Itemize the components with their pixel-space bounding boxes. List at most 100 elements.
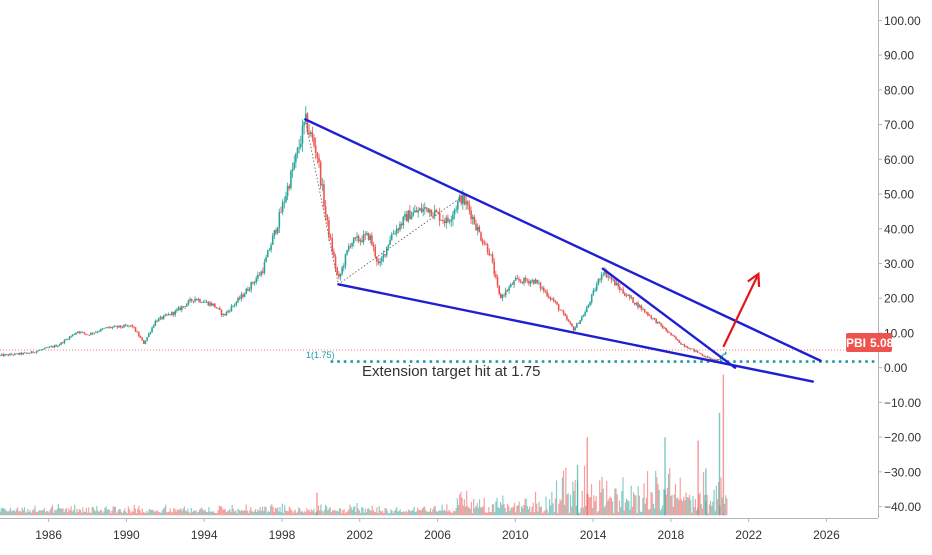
candle-body [709, 357, 712, 361]
candle-body [86, 334, 89, 336]
volume-bar [569, 494, 572, 516]
volume-bar [5, 509, 7, 516]
volume-bar [27, 508, 29, 516]
volume-bar [582, 507, 584, 516]
volume-bar [63, 512, 65, 516]
breakout-arrow-head[interactable] [747, 271, 761, 287]
volume-bar [720, 477, 722, 516]
volume-bar [723, 503, 726, 516]
candle-body [298, 147, 300, 148]
candle-body [223, 313, 226, 316]
candle-body [252, 282, 254, 284]
volume-bar [453, 510, 455, 516]
volume-bar [155, 510, 157, 516]
volume-bar [219, 506, 222, 516]
candle-body [106, 327, 109, 328]
breakout-arrow-shaft[interactable] [722, 273, 760, 348]
volume-bar [347, 511, 349, 516]
time-tick-label: 1990 [113, 528, 140, 542]
volume-bar [161, 510, 163, 516]
volume-bar [32, 510, 34, 516]
volume-bar [483, 497, 485, 516]
volume-bar [221, 506, 223, 516]
candle-body [126, 325, 129, 327]
volume-bar [667, 473, 670, 516]
volume-bar [555, 480, 558, 516]
inner-trendline[interactable] [601, 267, 737, 369]
volume-bar [341, 512, 343, 516]
candle-body [85, 333, 87, 335]
candle-body [493, 261, 496, 275]
volume-bar [590, 484, 593, 516]
time-axis-background [0, 518, 932, 550]
volume-bar [414, 512, 416, 516]
volume-bar [648, 509, 650, 516]
volume-bar [254, 509, 257, 516]
candle-body [200, 302, 203, 303]
volume-bar [246, 510, 248, 516]
volume-bar [196, 512, 198, 516]
candle-body [133, 326, 135, 328]
candle-body [253, 282, 256, 284]
candle-body [338, 274, 340, 277]
volume-bar [427, 511, 429, 516]
volume-bar [567, 493, 569, 516]
candle-body [612, 279, 615, 281]
candle-body [177, 307, 180, 310]
volume-bar [208, 507, 210, 516]
volume-bar [214, 512, 216, 516]
volume-bar [37, 510, 40, 516]
volume-bar [106, 509, 108, 516]
volume-bar [111, 510, 113, 516]
volume-bar [120, 511, 122, 516]
volume-bar [179, 509, 181, 516]
volume-bar [666, 487, 668, 516]
volume-bar [215, 512, 217, 516]
volume-bar [243, 510, 245, 516]
volume-bar [354, 506, 356, 516]
volume-bar [288, 506, 290, 516]
volume-bar [284, 505, 286, 516]
candle-body [592, 290, 595, 295]
candle-body [362, 234, 365, 242]
candle-body [462, 194, 464, 204]
volume-bar [190, 508, 192, 516]
volume-bar [58, 507, 61, 516]
candle-body [71, 334, 74, 337]
candle-body [159, 316, 162, 319]
candle-body [48, 346, 51, 348]
volume-bar [137, 508, 139, 516]
volume-bar [702, 471, 705, 516]
volume-bar [258, 510, 260, 516]
candle-body [280, 212, 282, 213]
candle-body [399, 223, 401, 231]
candle-body [529, 281, 532, 284]
volume-bar [663, 488, 665, 516]
volume-bar [11, 511, 13, 516]
candle-body [134, 327, 137, 332]
candle-body [571, 323, 573, 327]
volume-bar [275, 508, 278, 516]
volume-bar [217, 510, 219, 516]
volume-bar [424, 506, 426, 516]
candle-body [381, 258, 383, 262]
candle-body [321, 184, 324, 186]
volume-bar [691, 512, 693, 516]
volume-bar [9, 507, 12, 516]
candle-body [384, 254, 386, 256]
candle-body [594, 290, 596, 291]
volume-bar [725, 495, 727, 516]
candle-body [225, 311, 228, 316]
candle-body [675, 337, 677, 340]
volume-bar [572, 481, 574, 516]
candle-body [574, 327, 577, 331]
volume-bar [310, 509, 313, 516]
upper-trendline[interactable] [304, 118, 822, 362]
candle-body [595, 284, 598, 291]
candle-body [349, 246, 352, 247]
candle-body [572, 326, 575, 331]
volume-bar [294, 509, 296, 516]
candle-body [463, 194, 466, 205]
price-tick-label: 50.00 [884, 188, 914, 202]
